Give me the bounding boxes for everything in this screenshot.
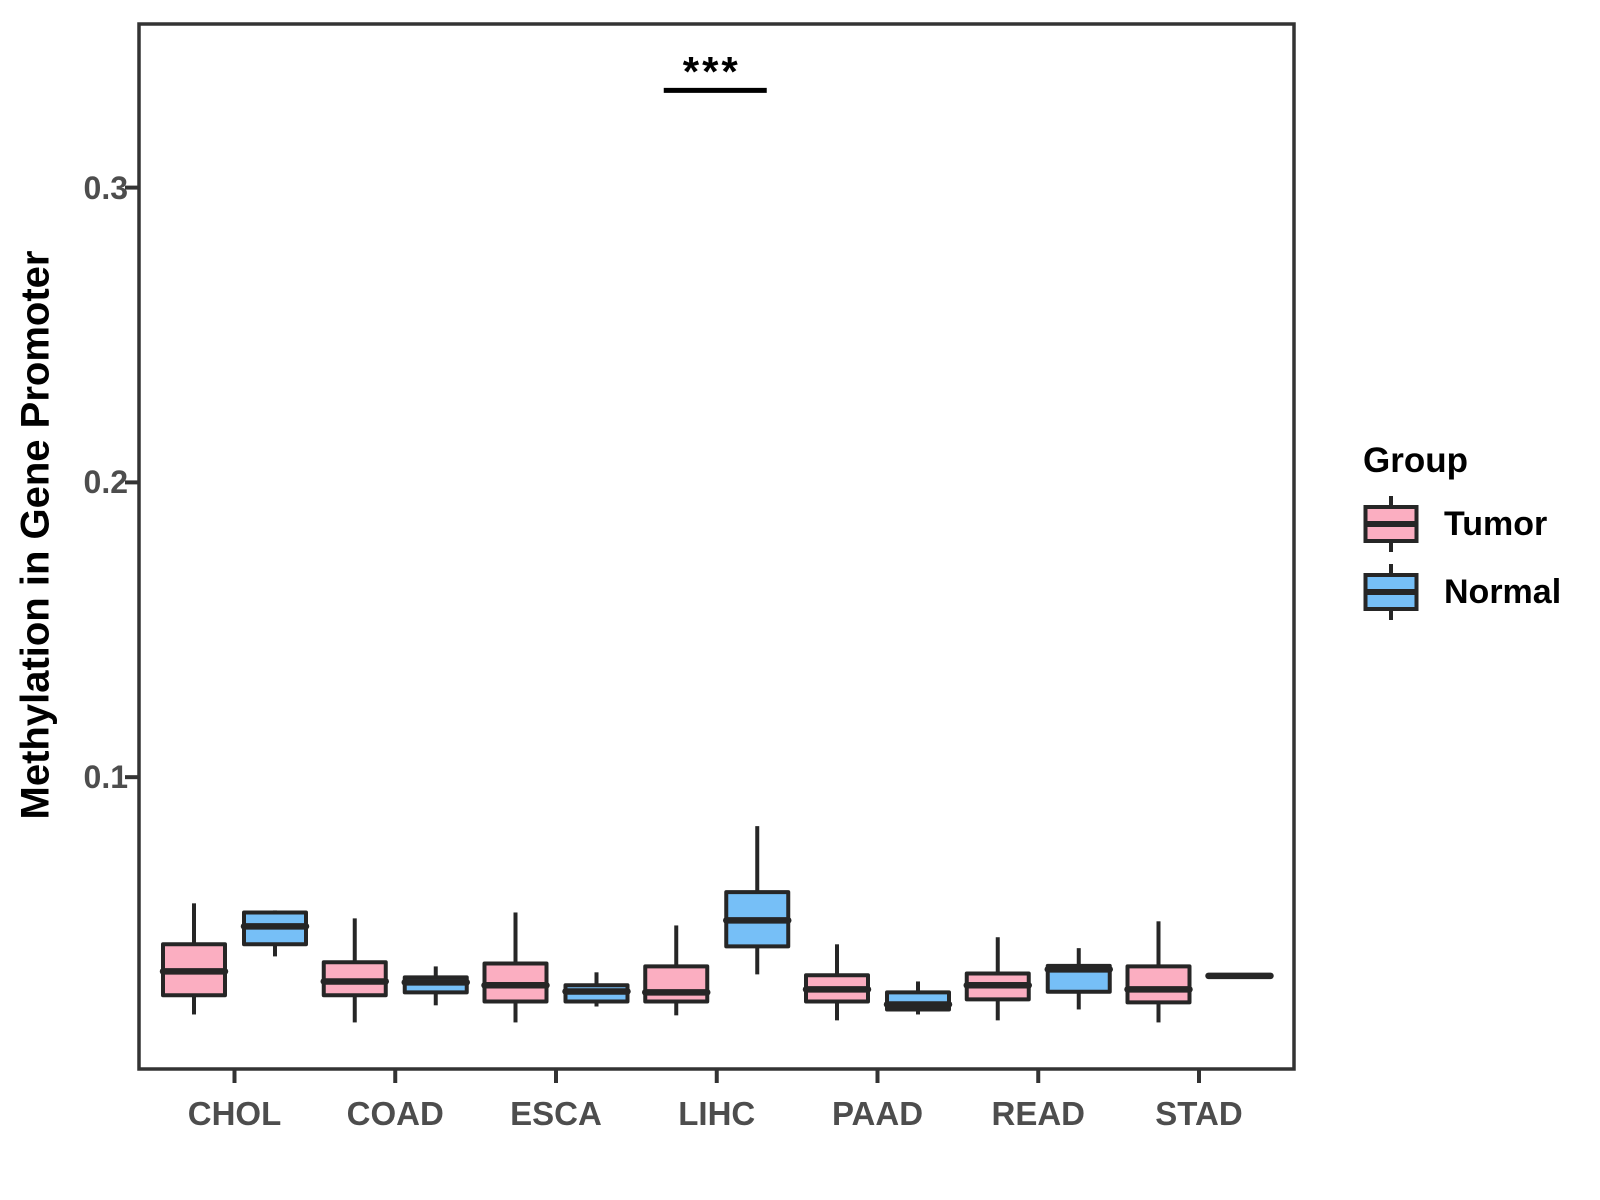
legend-label-normal: Normal bbox=[1444, 572, 1562, 611]
x-tick-label-paad: PAAD bbox=[831, 1095, 924, 1132]
x-tick-label-lihc: LIHC bbox=[678, 1095, 756, 1132]
legend-label-tumor: Tumor bbox=[1444, 504, 1548, 543]
legend-entry-normal: Normal bbox=[1363, 563, 1561, 621]
significance-stars: *** bbox=[682, 48, 741, 96]
x-tick-label-stad: STAD bbox=[1155, 1095, 1243, 1132]
legend-title: Group bbox=[1363, 441, 1468, 480]
legend: Group Tumor Normal bbox=[1363, 441, 1561, 621]
x-tick-label-read: READ bbox=[991, 1095, 1085, 1132]
panel-border bbox=[137, 22, 1296, 1071]
y-axis-title: Methylation in Gene Promoter bbox=[13, 250, 58, 820]
box-lihc-tumor bbox=[643, 964, 710, 1004]
x-tick-label-coad: COAD bbox=[346, 1095, 444, 1132]
y-tick-label: 0.2 bbox=[83, 464, 128, 501]
legend-boxplot-icon-normal bbox=[1363, 564, 1419, 620]
box-stad-tumor bbox=[1125, 964, 1192, 1005]
legend-entry-tumor: Tumor bbox=[1363, 495, 1561, 553]
y-tick-label: 0.1 bbox=[83, 759, 128, 796]
x-tick-label-esca: ESCA bbox=[510, 1095, 602, 1132]
legend-boxplot-icon-tumor bbox=[1363, 496, 1419, 552]
y-tick-label: 0.3 bbox=[83, 169, 128, 206]
x-tick-label-chol: CHOL bbox=[187, 1095, 282, 1132]
legend-entries: Tumor Normal bbox=[1363, 495, 1561, 621]
